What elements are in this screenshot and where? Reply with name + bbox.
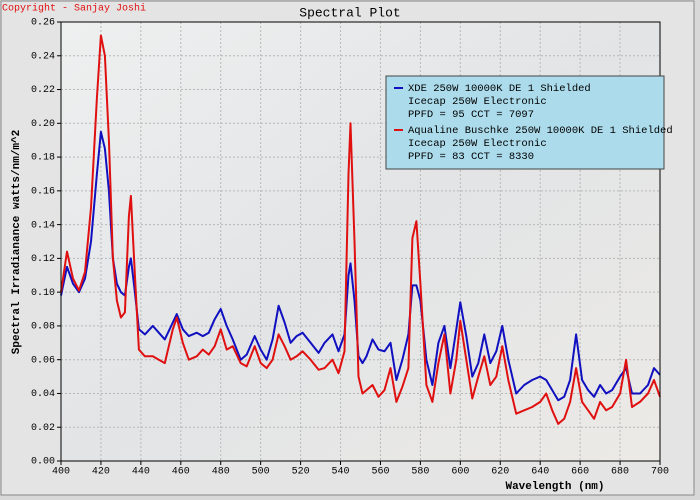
y-tick-label: 0.00	[31, 457, 55, 468]
y-tick-label: 0.12	[31, 254, 55, 265]
y-tick-label: 0.26	[31, 18, 55, 29]
legend-label: XDE 250W 10000K DE 1 Shielded	[408, 83, 591, 95]
y-tick-label: 0.16	[31, 186, 55, 197]
legend-detail: Icecap 250W Electronic	[408, 96, 547, 108]
y-tick-label: 0.10	[31, 288, 55, 299]
series-line	[60, 130, 661, 402]
x-tick-label: 460	[172, 467, 190, 478]
y-tick-label: 0.08	[31, 322, 55, 333]
x-tick-label: 680	[611, 467, 629, 478]
x-tick-label: 420	[92, 467, 110, 478]
copyright: Copyright - Sanjay Joshi	[2, 3, 146, 15]
x-tick-label: 560	[371, 467, 389, 478]
x-tick-label: 620	[491, 467, 509, 478]
legend-label: Aqualine Buschke 250W 10000K DE 1 Shield…	[408, 125, 673, 137]
x-tick-label: 440	[132, 467, 150, 478]
y-tick-label: 0.14	[31, 220, 55, 231]
series-line	[60, 34, 661, 425]
y-tick-label: 0.20	[31, 119, 55, 130]
x-tick-label: 660	[571, 467, 589, 478]
y-tick-label: 0.18	[31, 153, 55, 164]
y-tick-label: 0.02	[31, 423, 55, 434]
plot-border	[60, 21, 661, 462]
x-tick-label: 400	[52, 467, 70, 478]
x-tick-label: 500	[252, 467, 270, 478]
legend-detail: PPFD = 95 CCT = 7097	[408, 109, 534, 121]
x-tick-label: 640	[531, 467, 549, 478]
x-tick-label: 480	[212, 467, 230, 478]
x-tick-label: 520	[292, 467, 310, 478]
x-axis-label: Wavelength (nm)	[505, 481, 604, 493]
y-tick-label: 0.04	[31, 389, 55, 400]
y-tick-label: 0.22	[31, 85, 55, 96]
x-tick-label: 580	[411, 467, 429, 478]
x-tick-label: 700	[651, 467, 669, 478]
legend-detail: PPFD = 83 CCT = 8330	[408, 151, 534, 163]
legend-detail: Icecap 250W Electronic	[408, 138, 547, 150]
legend	[385, 75, 665, 170]
chart-title: Spectral Plot	[299, 5, 400, 20]
y-axis-label: Spectral Irradianance watts/nm/m^2	[11, 130, 23, 354]
y-tick-label: 0.24	[31, 51, 55, 62]
x-tick-label: 540	[332, 467, 350, 478]
y-tick-label: 0.06	[31, 355, 55, 366]
x-tick-label: 600	[451, 467, 469, 478]
